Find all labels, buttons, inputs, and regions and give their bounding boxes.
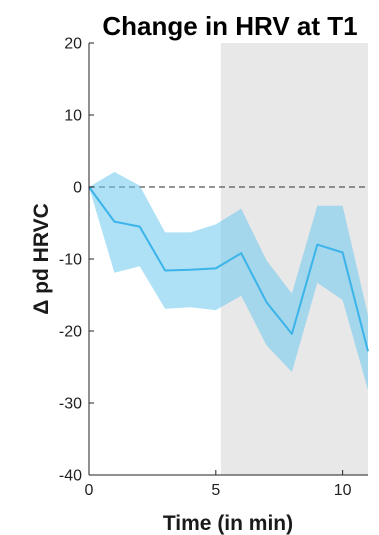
y-axis-label: Δ pd HRVC	[30, 203, 53, 315]
y-tick-label: 0	[73, 180, 82, 197]
y-tick-label: 10	[64, 108, 82, 125]
y-tick-label: -30	[59, 396, 82, 413]
chart-title: Change in HRV at T1	[102, 11, 357, 41]
confidence-band	[89, 171, 368, 390]
x-tick-label: 0	[85, 482, 94, 499]
x-axis-label: Time (in min)	[163, 512, 293, 535]
y-tick-label: -40	[59, 468, 82, 485]
y-tick-label: -10	[59, 252, 82, 269]
x-tick-label: 5	[211, 482, 220, 499]
y-tick-label: -20	[59, 324, 82, 341]
y-tick-label: 20	[64, 36, 82, 53]
series-line	[88, 186, 369, 352]
x-tick-label: 10	[334, 482, 352, 499]
